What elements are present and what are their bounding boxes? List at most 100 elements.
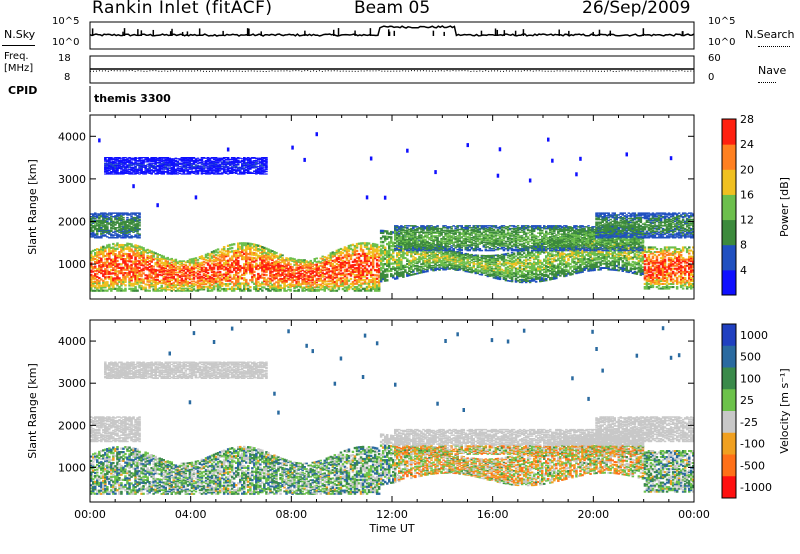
power-cell <box>335 249 339 252</box>
power-cell <box>108 270 111 274</box>
power-cell <box>287 268 290 271</box>
power-cell <box>198 263 202 266</box>
power-cell <box>245 161 248 164</box>
power-cell <box>333 252 337 255</box>
power-cell <box>281 272 284 275</box>
power-cell <box>114 227 117 230</box>
power-cell <box>210 167 214 169</box>
power-cell <box>110 213 113 215</box>
power-cell <box>265 281 268 284</box>
power-cell <box>329 256 333 259</box>
power-cell <box>122 233 125 235</box>
power-cell <box>126 157 129 159</box>
power-cell <box>375 277 379 280</box>
power-cell <box>224 168 228 170</box>
power-cell <box>132 157 135 159</box>
power-cell <box>315 290 318 292</box>
power-cell <box>327 270 331 273</box>
power-cell <box>146 263 149 266</box>
power-cell <box>164 282 167 285</box>
power-cell <box>353 289 357 292</box>
power-cell <box>309 259 312 262</box>
power-cell <box>305 282 308 284</box>
power-cell <box>134 244 137 247</box>
power-cell <box>102 250 105 253</box>
power-cell <box>365 270 369 273</box>
power-cell <box>162 268 165 271</box>
power-cell <box>245 270 248 273</box>
power-cell <box>138 160 141 162</box>
power-cell <box>122 257 125 261</box>
power-cell <box>108 245 111 248</box>
power-cell <box>265 274 268 277</box>
power-cell <box>345 250 349 253</box>
power-cell <box>174 160 178 162</box>
power-cell <box>232 250 236 253</box>
power-cell <box>142 247 145 250</box>
power-cell <box>100 221 103 223</box>
power-cell <box>114 287 117 290</box>
power-cell <box>309 272 312 275</box>
power-cell <box>247 287 250 290</box>
power-cell <box>214 171 218 173</box>
power-cell <box>311 284 314 286</box>
power-cell <box>100 278 103 281</box>
power-cell <box>186 280 190 283</box>
power-cell <box>267 260 270 263</box>
power-cell <box>210 165 214 167</box>
power-cell <box>116 277 119 280</box>
power-cell <box>222 247 226 250</box>
power-cell <box>321 275 324 278</box>
power-cell <box>257 168 260 170</box>
power-cell <box>194 281 198 284</box>
power-cell <box>170 267 173 270</box>
power-cell <box>291 145 294 150</box>
power-cell <box>247 165 250 167</box>
power-cell <box>94 282 97 285</box>
power-cell <box>134 271 137 274</box>
power-cell <box>118 157 121 159</box>
power-cell <box>224 261 228 264</box>
power-cell <box>146 168 149 170</box>
power-cell <box>122 275 125 278</box>
power-cell <box>102 279 105 282</box>
power-cell <box>100 249 103 252</box>
power-cell <box>90 229 93 232</box>
power-cell <box>371 258 375 261</box>
power-cell <box>329 277 333 280</box>
power-cell <box>363 252 367 255</box>
power-cell <box>335 260 339 263</box>
power-cell <box>120 270 123 273</box>
power-cell <box>339 274 343 277</box>
power-cell <box>355 287 359 290</box>
power-cell <box>162 160 165 162</box>
power-cell <box>261 255 264 258</box>
power-cell <box>176 271 180 274</box>
power-cell <box>126 219 129 222</box>
power-cell <box>390 255 393 258</box>
power-cell <box>210 164 214 166</box>
power-cell <box>172 288 175 291</box>
power-cell <box>200 288 204 291</box>
power-cell <box>202 272 206 275</box>
power-cell <box>271 253 274 256</box>
power-cell <box>285 258 288 261</box>
power-cell <box>218 272 222 275</box>
power-cell <box>120 235 123 237</box>
power-cell <box>243 289 246 292</box>
power-cell <box>200 167 204 170</box>
power-cell <box>230 157 234 159</box>
power-cell <box>200 171 204 173</box>
power-cell <box>287 267 290 270</box>
power-cell <box>114 249 117 252</box>
power-cell <box>349 247 353 250</box>
power-cell <box>263 170 266 172</box>
power-cell <box>237 242 240 245</box>
power-cell <box>291 284 294 286</box>
power-cell <box>235 284 238 287</box>
power-cell <box>226 157 230 159</box>
power-cell <box>261 258 264 262</box>
power-cell <box>198 268 202 271</box>
power-cell <box>379 259 383 262</box>
power-cell <box>142 288 145 291</box>
